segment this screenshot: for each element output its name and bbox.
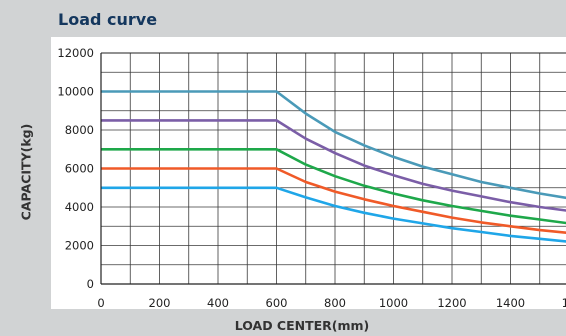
series-line-4 xyxy=(101,167,566,235)
x-tick-label: 400 xyxy=(207,296,229,310)
y-tick-label: 10000 xyxy=(57,85,94,99)
series-line-1 xyxy=(101,90,566,200)
series-line-2 xyxy=(101,119,566,212)
series-line-3 xyxy=(101,148,566,225)
x-axis-label-band xyxy=(0,309,566,336)
x-tick-label: 200 xyxy=(149,296,171,310)
y-axis-label-band xyxy=(0,37,51,309)
x-tick-label: 1000 xyxy=(379,296,408,310)
x-tick-label: 16 xyxy=(562,296,566,310)
tick-labels: 0 2000 4000 6000 8000 10000 12000 0 200 400 600 800… xyxy=(57,46,566,310)
axes xyxy=(100,52,566,285)
y-tick-label: 0 xyxy=(87,277,94,291)
x-tick-label: 0 xyxy=(97,296,104,310)
x-tick-label: 1400 xyxy=(496,296,525,310)
x-tick-label: 1200 xyxy=(437,296,466,310)
y-tick-label: 4000 xyxy=(65,200,94,214)
chart-title: Load curve xyxy=(58,10,158,29)
y-tick-label: 2000 xyxy=(65,239,94,253)
series-lines xyxy=(101,90,566,243)
y-tick-label: 6000 xyxy=(65,162,94,176)
series-line-5 xyxy=(101,186,566,243)
y-tick-label: 12000 xyxy=(57,46,94,60)
title-band xyxy=(0,0,566,37)
x-tick-label: 800 xyxy=(324,296,346,310)
y-tick-label: 8000 xyxy=(65,123,94,137)
x-tick-label: 600 xyxy=(266,296,288,310)
x-axis-label: LOAD CENTER(mm) xyxy=(234,318,370,333)
